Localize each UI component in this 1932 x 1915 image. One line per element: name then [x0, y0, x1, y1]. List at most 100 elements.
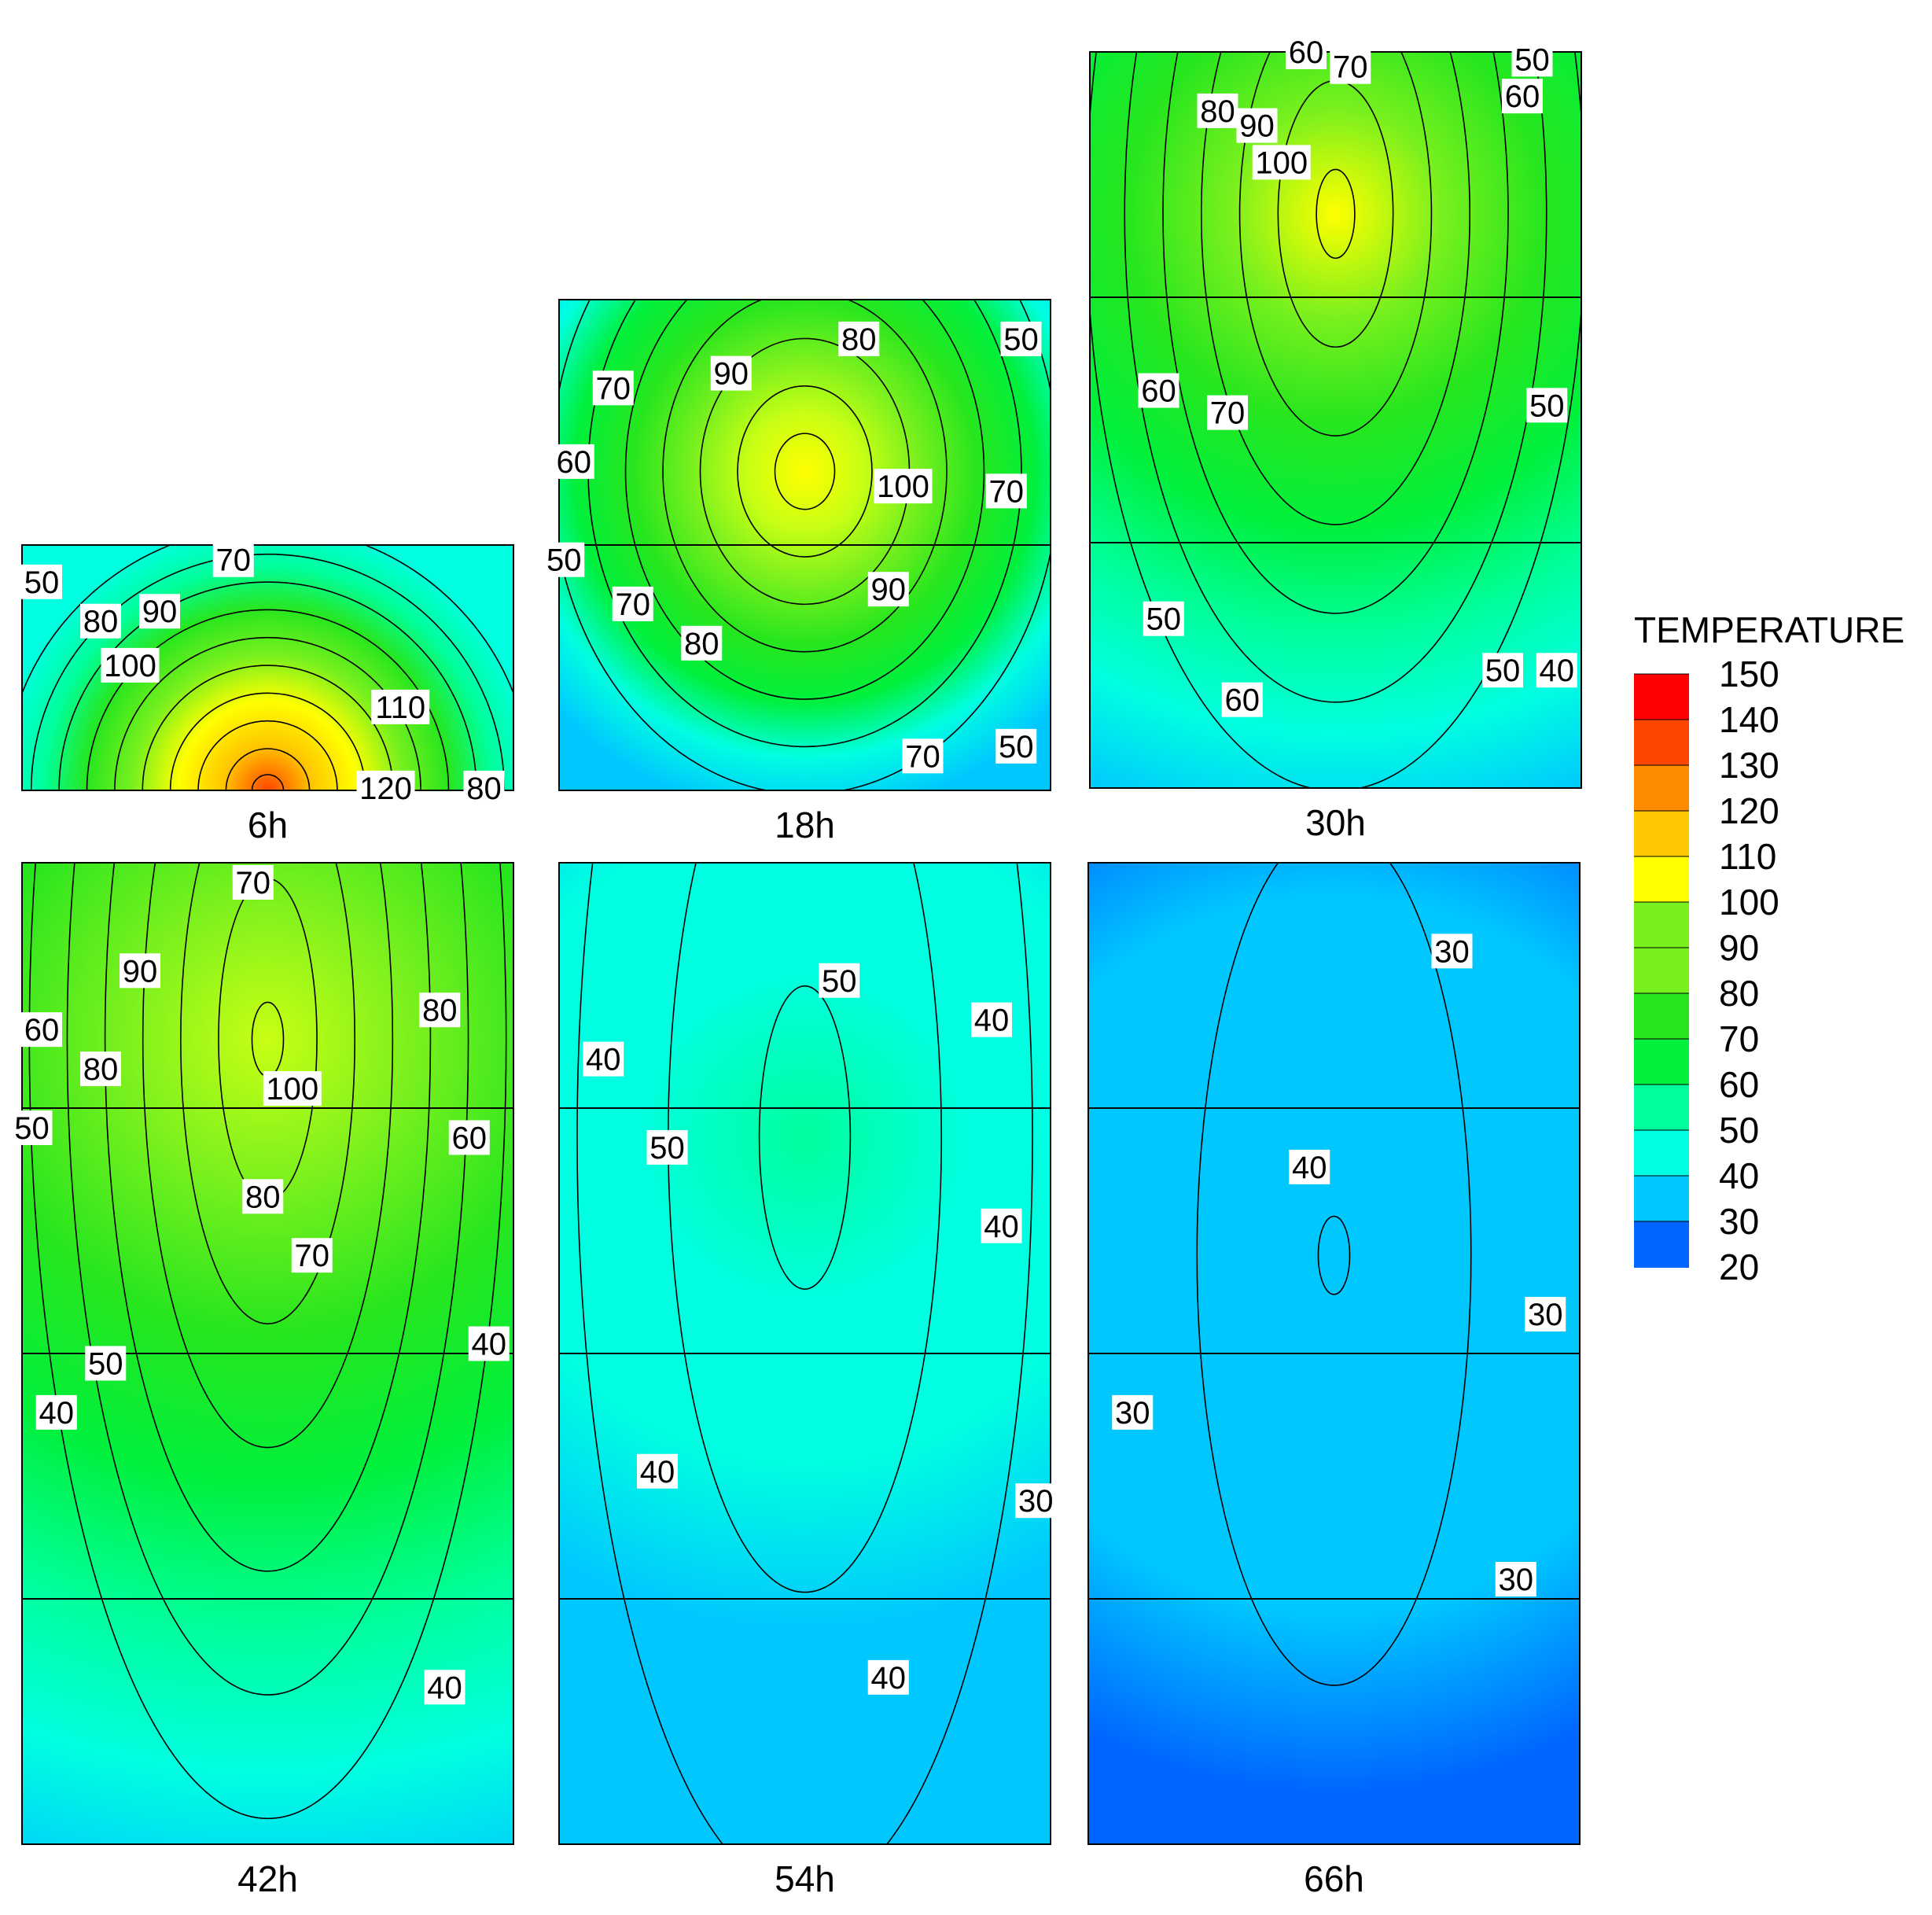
contour-label: 40: [468, 1326, 510, 1362]
legend-tick-label: 30: [1719, 1201, 1759, 1242]
contour-label: 50: [1143, 601, 1184, 637]
panel-66h: 30 40 30 30 30 66h: [1087, 862, 1581, 1899]
contour-value: 40: [1540, 654, 1575, 688]
legend-tick-label: 90: [1719, 927, 1759, 968]
legend-tick-label: 60: [1719, 1064, 1759, 1105]
contour-label: 50: [543, 542, 585, 578]
contour-label: 90: [120, 953, 160, 989]
contour-value: 50: [24, 565, 60, 600]
contour-value: 30: [1434, 934, 1470, 969]
contour-label: 80: [242, 1179, 284, 1214]
contour-value: 100: [266, 1072, 318, 1107]
contour-label: 100: [101, 647, 160, 683]
panel-title: 54h: [775, 1858, 835, 1899]
contour-label: 30: [1015, 1483, 1057, 1519]
contour-label: 60: [1286, 35, 1327, 70]
contour-line: [1238, 52, 1433, 436]
contour-line: [758, 985, 852, 1290]
legend-tick-label: 20: [1719, 1247, 1759, 1287]
contour-value: 100: [877, 470, 929, 504]
contour-line: [251, 774, 285, 790]
contour-value: 50: [1003, 322, 1039, 357]
legend-color-step: [1634, 948, 1689, 994]
contour-label: 100: [1252, 145, 1311, 180]
contour-label: 80: [1197, 93, 1238, 129]
contour-value: 110: [375, 691, 425, 725]
legend-color-step: [1634, 1221, 1689, 1268]
contour-line: [197, 720, 338, 790]
contour-label: 30: [1495, 1562, 1536, 1597]
contour-line: [66, 863, 469, 1696]
legend-color-step: [1634, 856, 1689, 903]
legend-color-step: [1634, 720, 1689, 766]
legend-color-step: [1634, 1085, 1689, 1131]
contour-value: 40: [427, 1670, 462, 1705]
contour-line: [576, 863, 1033, 1844]
contour-value: 60: [1225, 683, 1260, 718]
contour-label: 50: [85, 1346, 127, 1381]
contour-label: 70: [592, 370, 634, 406]
panel-title: 6h: [248, 805, 288, 845]
legend-color-step: [1634, 811, 1689, 857]
contour-label: 80: [463, 770, 505, 806]
contour-label: 70: [1330, 49, 1371, 85]
panel-title: 66h: [1304, 1858, 1364, 1899]
panel-18h: 80 50 70 90 60 100 70 50 70 90 80 70 50 18h: [543, 299, 1051, 845]
contour-value: 90: [871, 573, 907, 607]
contour-value: 70: [216, 543, 252, 578]
contour-value: 70: [295, 1239, 330, 1273]
contour-value: 40: [586, 1043, 621, 1077]
contour-label: 40: [971, 1002, 1012, 1038]
contour-label: 40: [1536, 653, 1577, 688]
contour-line: [114, 636, 421, 790]
contour-value: 40: [974, 1004, 1010, 1038]
legend-color-step: [1634, 674, 1689, 720]
contour-value: 50: [1514, 42, 1550, 77]
contour-label: 60: [1221, 682, 1263, 718]
contour-value: 50: [822, 964, 857, 999]
panel-title: 18h: [775, 805, 835, 845]
contour-label: 80: [80, 1051, 121, 1087]
contour-line: [737, 385, 873, 558]
contour-label: 50: [1000, 321, 1042, 357]
contour-value: 50: [999, 730, 1034, 764]
temperature-legend: TEMPERATURE 1501401301201101009080706050…: [1634, 609, 1904, 1287]
legend-color-step: [1634, 1176, 1689, 1222]
contour-value: 60: [1505, 79, 1540, 114]
contour-line: [1162, 52, 1509, 614]
contour-label: 40: [867, 1659, 909, 1696]
contour-value: 80: [83, 605, 119, 639]
contour-line: [1201, 52, 1470, 525]
legend-tick-label: 70: [1719, 1018, 1759, 1059]
contour-label: 60: [1502, 79, 1543, 114]
contour-value: 50: [14, 1111, 50, 1146]
legend-color-step: [1634, 902, 1689, 948]
panels: 70 50 80 90 100 110 120 80 6h 80 50 70 90 60 100 70 50 70…: [11, 35, 1582, 1899]
contour-value: 100: [1255, 145, 1308, 180]
contour-value: 40: [1292, 1151, 1327, 1185]
legend-tick-label: 120: [1719, 790, 1779, 831]
contour-label: 70: [1207, 395, 1248, 431]
contour-label: 70: [902, 738, 944, 774]
contour-line: [624, 300, 985, 700]
contour-value: 70: [989, 474, 1025, 509]
contour-line: [180, 863, 355, 1325]
contour-line: [774, 433, 836, 510]
contour-label: 30: [1525, 1297, 1566, 1332]
contour-label: 50: [1526, 388, 1568, 423]
contour-value: 120: [359, 772, 412, 806]
panel-6h: 70 50 80 90 100 110 120 80 6h: [21, 542, 514, 845]
contour-label: 60: [21, 1012, 62, 1048]
contour-value: 50: [1146, 602, 1182, 637]
contour-line: [1316, 168, 1356, 260]
contour-value: 80: [422, 993, 458, 1028]
contour-value: 60: [452, 1121, 488, 1155]
contour-value: 70: [1210, 396, 1246, 431]
contour-label: 70: [212, 542, 254, 578]
contour-label: 40: [981, 1208, 1022, 1244]
contour-value: 50: [546, 543, 582, 578]
contour-label: 90: [710, 355, 752, 392]
